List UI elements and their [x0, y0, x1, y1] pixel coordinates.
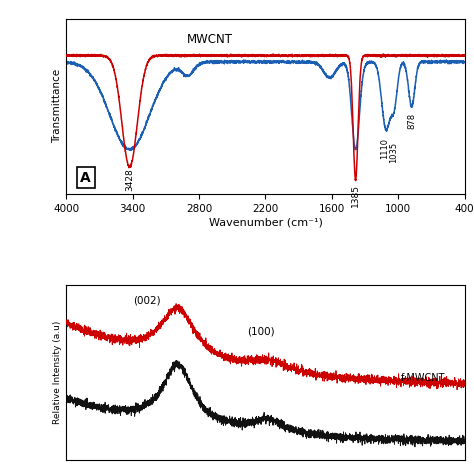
Text: A: A — [80, 171, 91, 185]
Text: 878: 878 — [407, 113, 416, 129]
Text: (002): (002) — [133, 296, 160, 306]
Y-axis label: Relative Intensity (a.u): Relative Intensity (a.u) — [53, 320, 62, 424]
Y-axis label: Transmittance: Transmittance — [52, 69, 62, 144]
Text: 1110: 1110 — [381, 138, 389, 159]
Text: 1385: 1385 — [351, 184, 360, 207]
Text: f-MWCNT: f-MWCNT — [401, 374, 445, 383]
Text: MWCNT: MWCNT — [187, 33, 233, 46]
Text: (100): (100) — [247, 327, 274, 337]
X-axis label: Wavenumber (cm⁻¹): Wavenumber (cm⁻¹) — [209, 218, 322, 228]
Text: 1035: 1035 — [389, 141, 398, 163]
Text: 3428: 3428 — [125, 168, 134, 191]
